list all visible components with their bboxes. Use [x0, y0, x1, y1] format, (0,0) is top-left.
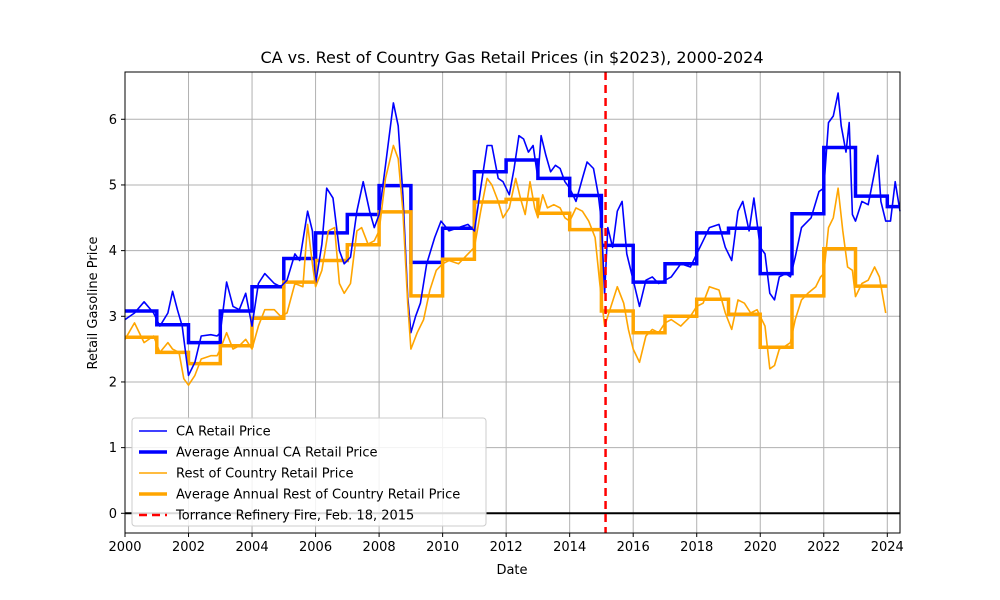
y-tick-label: 1: [109, 441, 117, 456]
x-tick-label: 2004: [236, 540, 269, 555]
x-tick-label: 2014: [553, 540, 586, 555]
x-tick-label: 2002: [172, 540, 205, 555]
legend-label: Average Annual Rest of Country Retail Pr…: [176, 488, 460, 503]
legend-label: Torrance Refinery Fire, Feb. 18, 2015: [175, 509, 414, 524]
monthly-price-line: [124, 144, 887, 386]
chart-title: CA vs. Rest of Country Gas Retail Prices…: [260, 48, 763, 67]
x-tick-label: 2022: [807, 540, 840, 555]
x-axis-title: Date: [496, 563, 527, 578]
x-tick-label: 2008: [363, 540, 396, 555]
legend-label: CA Retail Price: [176, 425, 271, 440]
y-tick-label: 6: [109, 113, 117, 128]
x-tick-label: 2012: [490, 540, 523, 555]
axis-ticks: 2000 2002 2004 2006 2008 2010 2012 2014 2016 2018…: [108, 113, 903, 555]
monthly-price-line: [124, 92, 901, 377]
y-tick-label: 0: [109, 507, 117, 522]
legend-label: Average Annual CA Retail Price: [176, 446, 378, 461]
y-tick-label: 5: [109, 178, 117, 193]
x-tick-label: 2006: [299, 540, 332, 555]
x-tick-label: 2018: [680, 540, 713, 555]
x-tick-label: 2010: [426, 540, 459, 555]
legend-label: Rest of Country Retail Price: [176, 467, 353, 482]
legend-box: [131, 417, 487, 527]
y-axis-title: Retail Gasoline Price: [86, 237, 101, 370]
x-tick-label: 2016: [617, 540, 650, 555]
x-tick-label: 2020: [744, 540, 777, 555]
y-tick-label: 4: [109, 244, 117, 259]
legend: CA Retail Price Average Annual CA Retail …: [131, 417, 487, 527]
plot-frame: [124, 71, 901, 534]
x-tick-label: 2000: [108, 540, 141, 555]
y-tick-label: 2: [109, 375, 117, 390]
y-tick-label: 3: [109, 310, 117, 325]
x-tick-label: 2024: [871, 540, 904, 555]
